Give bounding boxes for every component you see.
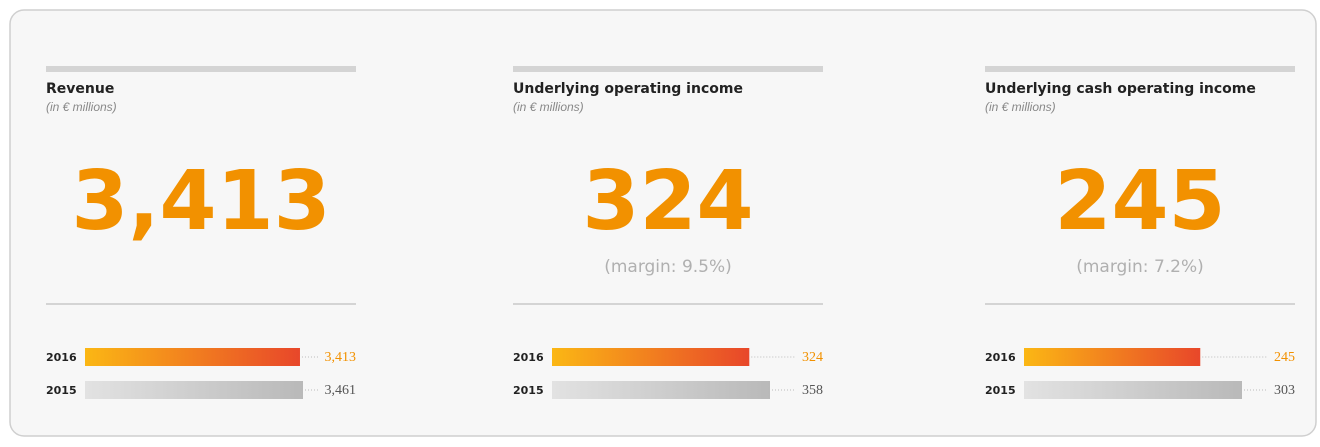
- year-label: 2016: [513, 351, 544, 364]
- card: [9, 9, 1317, 437]
- bar: [552, 381, 770, 399]
- panel-subtitle: (in € millions): [985, 100, 1056, 114]
- panel-title: Underlying operating income: [513, 81, 743, 97]
- value-label: 303: [1274, 383, 1295, 398]
- bar: [1024, 348, 1201, 366]
- value-label: 245: [1274, 350, 1295, 365]
- panel-subtitle: (in € millions): [513, 100, 584, 114]
- panel-subtitle: (in € millions): [46, 100, 117, 114]
- headline-value: 245: [1054, 154, 1225, 249]
- value-label: 3,461: [325, 383, 357, 398]
- year-label: 2016: [985, 351, 1016, 364]
- value-label: 324: [802, 350, 823, 365]
- headline-value: 324: [582, 154, 753, 249]
- margin-text: (margin: 9.5%): [604, 257, 732, 277]
- year-label: 2015: [985, 384, 1016, 397]
- margin-text: (margin: 7.2%): [1076, 257, 1204, 277]
- panel-title: Underlying cash operating income: [985, 81, 1256, 97]
- top-rule: [513, 66, 823, 72]
- year-label: 2015: [513, 384, 544, 397]
- value-label: 3,413: [325, 350, 357, 365]
- bar: [552, 348, 750, 366]
- panel-title: Revenue: [46, 81, 114, 97]
- bar: [85, 348, 300, 366]
- bar: [85, 381, 303, 399]
- top-rule: [46, 66, 356, 72]
- headline-value: 3,413: [71, 154, 330, 249]
- year-label: 2015: [46, 384, 77, 397]
- bar: [1024, 381, 1242, 399]
- top-rule: [985, 66, 1295, 72]
- value-label: 358: [802, 383, 823, 398]
- year-label: 2016: [46, 351, 77, 364]
